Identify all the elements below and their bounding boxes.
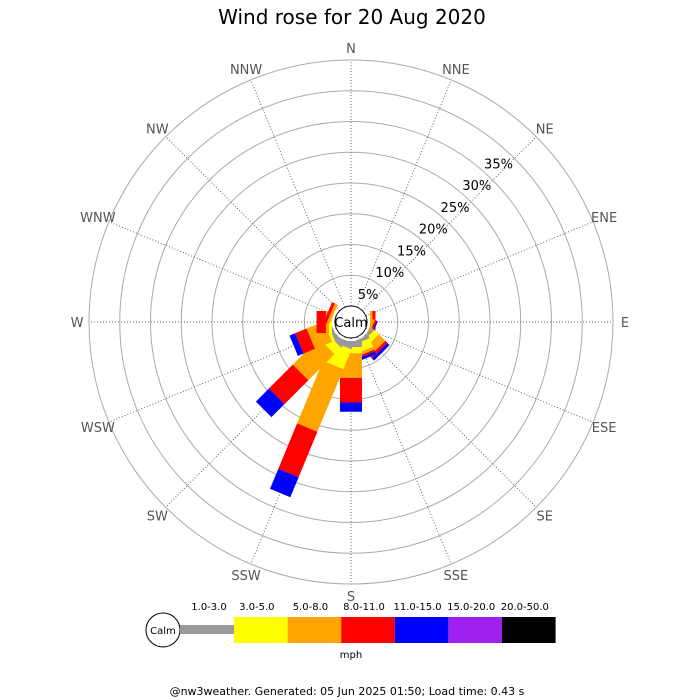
spoke-ese bbox=[365, 327, 594, 423]
direction-label-ssw: SSW bbox=[231, 569, 261, 584]
bar-ssw-bin-4 bbox=[270, 468, 299, 498]
bar-s-bin-3 bbox=[340, 377, 362, 403]
bar-se-bin-4 bbox=[371, 342, 390, 361]
grid-ring bbox=[242, 213, 460, 431]
legend-label-4: 11.0-15.0 bbox=[394, 602, 442, 613]
direction-label-ese: ESE bbox=[592, 421, 617, 436]
speed-legend: Calm 1.0-3.0 3.0-5.0 5.0-8.0 8.0-11.0 11.0-1… bbox=[145, 602, 556, 661]
legend-label-2: 5.0-8.0 bbox=[293, 602, 328, 613]
percent-labels: 5% 10% 15% 20% 25% 30% 35% bbox=[358, 158, 513, 303]
grid-ring bbox=[150, 121, 552, 523]
direction-spokes bbox=[89, 60, 613, 584]
bar-sw-bin-3 bbox=[268, 364, 309, 405]
legend-swatch-0 bbox=[180, 625, 234, 634]
direction-labels: N NNE NE ENE E ESE SE SSE S SSW SW WSW W WNW NW NNW bbox=[71, 42, 630, 605]
spoke-sw bbox=[165, 332, 341, 508]
spoke-sse bbox=[356, 336, 452, 565]
bar-wsw-bin-3 bbox=[295, 328, 315, 354]
bar-wnw-bin-3 bbox=[323, 302, 335, 324]
calm-circle: Calm bbox=[334, 305, 368, 339]
bar-sw-bin-2 bbox=[292, 338, 335, 381]
legend-label-1: 3.0-5.0 bbox=[239, 602, 274, 613]
direction-label-n: N bbox=[346, 42, 356, 57]
bar-ssw-bin-2 bbox=[297, 360, 344, 432]
direction-label-w: W bbox=[71, 316, 84, 331]
wind-bars bbox=[255, 302, 390, 498]
percent-label: 15% bbox=[397, 245, 426, 260]
percent-label: 35% bbox=[484, 158, 513, 173]
legend-swatch-4 bbox=[394, 617, 449, 643]
legend-label-6: 20.0-50.0 bbox=[501, 602, 549, 613]
percent-label: 20% bbox=[419, 223, 448, 238]
bar-w-bin-3 bbox=[316, 311, 326, 333]
legend-calm-label: Calm bbox=[150, 626, 176, 637]
legend-label-5: 15.0-20.0 bbox=[447, 602, 495, 613]
bar-ssw-bin-3 bbox=[278, 423, 318, 478]
direction-label-wnw: WNW bbox=[80, 211, 116, 226]
spoke-se bbox=[361, 332, 537, 508]
spoke-nne bbox=[356, 79, 452, 308]
legend-swatch-1 bbox=[234, 617, 288, 643]
direction-label-ene: ENE bbox=[591, 211, 617, 226]
direction-label-sw: SW bbox=[147, 510, 168, 525]
direction-label-ne: NE bbox=[536, 122, 554, 137]
spoke-wsw bbox=[108, 327, 337, 423]
legend-swatch-2 bbox=[287, 617, 342, 643]
direction-label-se: SE bbox=[536, 510, 552, 525]
percent-label: 25% bbox=[441, 201, 470, 216]
spoke-nnw bbox=[250, 79, 346, 308]
bar-wnw-bin-2 bbox=[326, 303, 338, 325]
direction-label-nnw: NNW bbox=[230, 63, 262, 78]
spoke-ne bbox=[361, 136, 537, 312]
legend-unit: mph bbox=[340, 650, 362, 661]
legend-swatch-3 bbox=[341, 617, 395, 643]
footer-text: @nw3weather. Generated: 05 Jun 2025 01:5… bbox=[170, 685, 525, 698]
direction-label-sse: SSE bbox=[444, 569, 469, 584]
bar-s-bin-4 bbox=[340, 402, 362, 412]
calm-label: Calm bbox=[334, 316, 367, 331]
direction-label-e: E bbox=[621, 316, 629, 331]
direction-label-nw: NW bbox=[146, 122, 169, 137]
direction-label-s: S bbox=[347, 590, 355, 605]
spoke-wnw bbox=[108, 221, 337, 317]
legend-label-0: 1.0-3.0 bbox=[191, 602, 226, 613]
spoke-nw bbox=[165, 136, 341, 312]
percent-label: 5% bbox=[358, 288, 379, 303]
percent-label: 10% bbox=[375, 266, 404, 281]
legend-swatch-5 bbox=[448, 617, 502, 643]
direction-label-wsw: WSW bbox=[81, 421, 115, 436]
direction-label-nne: NNE bbox=[442, 63, 470, 78]
bar-sw-bin-4 bbox=[255, 388, 285, 418]
grid-ring bbox=[88, 59, 614, 585]
legend-swatch-6 bbox=[502, 617, 556, 643]
legend-label-3: 8.0-11.0 bbox=[343, 602, 385, 613]
chart-title: Wind rose for 20 Aug 2020 bbox=[218, 5, 486, 29]
spoke-ene bbox=[365, 221, 594, 317]
bar-wsw-bin-4 bbox=[289, 333, 304, 356]
grid-ring bbox=[119, 90, 583, 554]
percent-label: 30% bbox=[462, 179, 491, 194]
